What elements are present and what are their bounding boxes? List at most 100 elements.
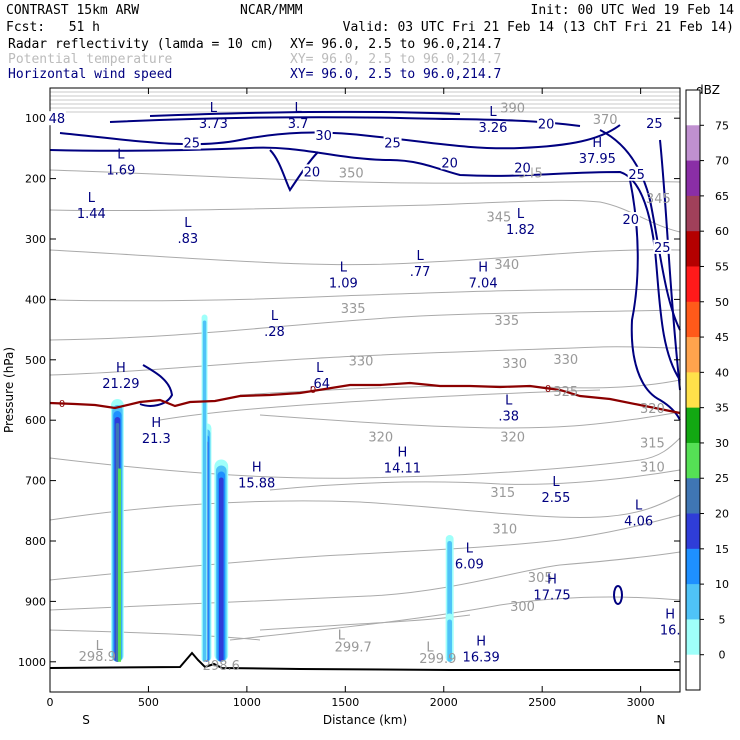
wind-contour-label: 20 — [538, 118, 555, 133]
x-tick-label: 1500 — [331, 696, 359, 709]
wind-contour-label: 25 — [628, 168, 645, 183]
wind-label-halo — [47, 111, 66, 126]
theta-contour-label: 345 — [646, 192, 671, 207]
wind-extremum-kind: L — [271, 309, 279, 324]
wind-extremum-value: 21.29 — [102, 377, 139, 392]
wind-extremum-value: 6.09 — [455, 558, 484, 573]
wind-extremum-value: .64 — [309, 377, 330, 392]
wind-label-halo — [182, 135, 201, 150]
terrain-line — [49, 651, 680, 671]
colorbar-unit: dBZ — [696, 83, 720, 97]
wind-extremum-value: 4.06 — [624, 515, 653, 530]
theta-contour-340 — [49, 249, 681, 266]
wind-extremum-value: 3.26 — [478, 121, 507, 136]
theta-contour-label: 330 — [502, 357, 527, 372]
theta-contour-label: 330 — [349, 354, 374, 369]
colorbar-frame — [685, 89, 701, 691]
colorbar-label: 75 — [715, 119, 729, 132]
theta-contour-299a — [49, 629, 261, 641]
theta-contour-label: 315 — [490, 486, 515, 501]
colorbar: dBZ 0 5 10 15 20 25 30 35 40 45 50 55 60 65 70 75 — [685, 83, 729, 691]
wind-extremum-value: 21.3 — [142, 432, 171, 447]
wind-contour-label: 20 — [304, 165, 321, 180]
axes-layer: 0 500 1000 1500 2000 2500 30001002003004005006… — [18, 88, 680, 709]
theta-contour-300 — [229, 596, 681, 641]
wind-extremum-kind: L — [466, 542, 474, 557]
theta-contour-label: 320 — [500, 431, 525, 446]
theta-contour-label: 305 — [528, 571, 553, 586]
wind-extremum-value: 15.88 — [238, 477, 275, 492]
theta-contour-label: 340 — [494, 258, 519, 273]
y-tick-label: 1000 — [18, 656, 46, 669]
colorbar-label: 40 — [715, 366, 729, 379]
x-tick-label: 3000 — [627, 696, 655, 709]
y-tick-label: 600 — [25, 414, 46, 427]
wind-extremum-kind: H — [478, 261, 488, 276]
forecast-label: Fcst: — [6, 20, 45, 35]
theta-contour-label: 335 — [494, 314, 519, 329]
wind-jet-core-30 — [109, 116, 581, 127]
theta-contour-315b — [269, 469, 681, 491]
wind-extremum-value: 1.44 — [77, 207, 106, 222]
colorbar-label: 5 — [719, 613, 726, 626]
wind-extremum-value: 14.11 — [384, 461, 421, 476]
field-xy-wind: XY= 96.0, 2.5 to 96.0,214.7 — [290, 67, 501, 82]
wind-contour-label: 25 — [646, 117, 663, 132]
wind-extremum-kind: H — [398, 445, 408, 460]
wind-extremum-value: 17.75 — [533, 588, 570, 603]
wind-contour-25-east — [599, 129, 681, 331]
colorbar-cell — [686, 478, 700, 515]
theta-contour-305 — [49, 551, 681, 611]
valid-time: Valid: 03 UTC Fri 21 Feb 14 (13 ChT Fri … — [343, 20, 734, 35]
colorbar-cell — [686, 337, 700, 373]
wind-contour-label: 20 — [623, 213, 640, 228]
colorbar-label: 0 — [719, 649, 726, 662]
wind-contour-20-loop — [629, 179, 681, 421]
wind-extremum-kind: L — [184, 216, 192, 231]
theta-contour-label: 370 — [593, 113, 618, 128]
y-tick-label: 100 — [25, 112, 46, 125]
theta-contour-label: 325 — [553, 385, 578, 400]
theta-extremum-marker: L — [426, 641, 434, 656]
colorbar-label: 70 — [715, 155, 729, 168]
reflectivity-core — [118, 468, 122, 662]
wind-extremum-value: 16.39 — [463, 651, 500, 666]
colorbar-label: 55 — [715, 260, 729, 273]
wind-jet-core-30b — [149, 110, 461, 117]
y-tick-label: 300 — [25, 233, 46, 246]
colorbar-cell — [686, 195, 700, 232]
theta-contour-label: 315 — [640, 437, 665, 452]
wind-extremum-kind: H — [665, 607, 675, 622]
theta-contour-label: 320 — [368, 431, 393, 446]
colorbar-cell — [686, 513, 700, 550]
wind-extremum-value: .28 — [264, 325, 285, 340]
colorbar-label: 35 — [715, 402, 729, 415]
theta-contour-310b — [49, 514, 681, 581]
theta-contour-label: 310 — [492, 522, 517, 537]
reflectivity-column — [202, 320, 207, 662]
plot-area — [49, 88, 681, 692]
model-source: NCAR/MMM — [240, 3, 303, 18]
x-axis-title: Distance (km) — [323, 713, 407, 727]
reflectivity-column — [447, 619, 453, 662]
wind-extremum-value: 3.7 — [288, 117, 309, 132]
theta-contour-350 — [49, 169, 681, 184]
colorbar-cell — [686, 125, 700, 162]
colorbar-cell — [686, 654, 700, 691]
endpoint-right-label: N — [657, 713, 666, 727]
colorbar-label: 45 — [715, 331, 729, 344]
colorbar-cell — [686, 301, 700, 338]
field-name-reflectivity: Radar reflectivity (lamda = 10 cm) — [8, 37, 274, 52]
theta-contour-label: 330 — [553, 353, 578, 368]
wind-label-halo — [645, 116, 664, 131]
colorbar-cell — [686, 584, 700, 620]
x-tick-label: 2000 — [430, 696, 458, 709]
freezing-level-line — [49, 381, 681, 415]
wind-extremum-kind: L — [117, 148, 125, 163]
colorbar-cell — [686, 442, 700, 479]
plot-background — [50, 88, 680, 692]
colorbar-label: 30 — [715, 437, 729, 450]
colorbar-label: 20 — [715, 508, 729, 521]
wind-extremum-value: .77 — [410, 265, 431, 280]
wind-contour-25-east2 — [659, 139, 681, 391]
